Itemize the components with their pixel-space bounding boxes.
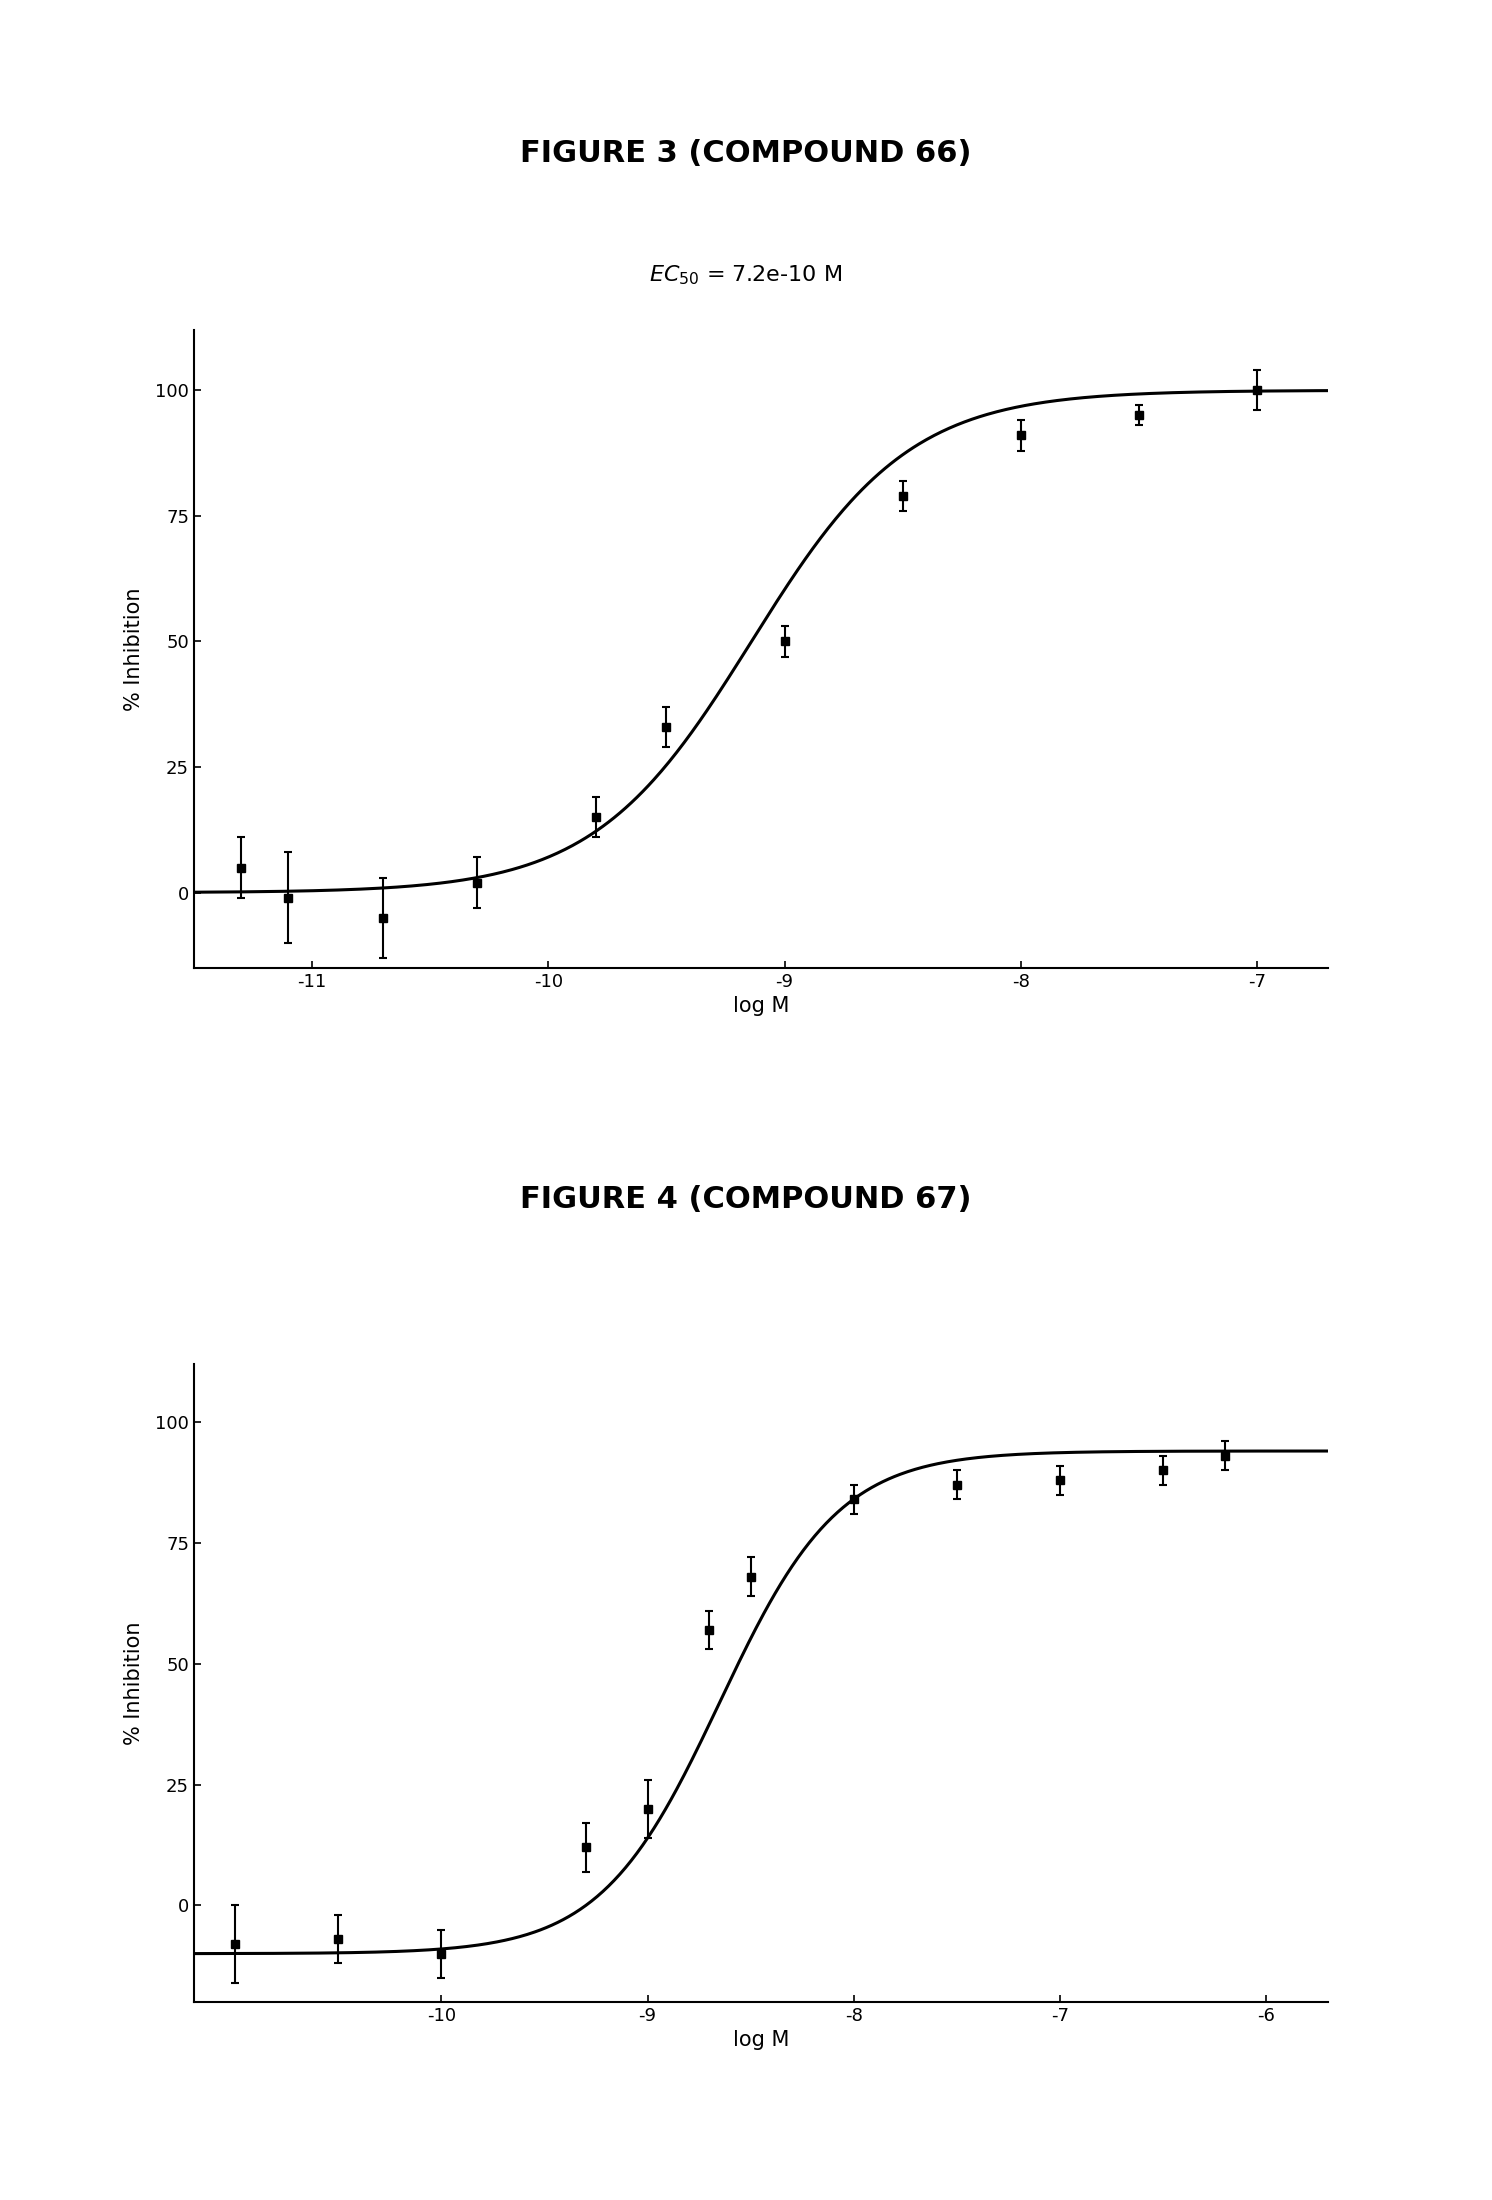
Y-axis label: % Inhibition: % Inhibition: [124, 587, 145, 711]
X-axis label: log M: log M: [733, 997, 789, 1016]
Text: $EC_{50}$ = 7.2e-10 M: $EC_{50}$ = 7.2e-10 M: [649, 264, 843, 286]
X-axis label: log M: log M: [733, 2031, 789, 2050]
Text: FIGURE 3 (COMPOUND 66): FIGURE 3 (COMPOUND 66): [521, 139, 971, 169]
Text: FIGURE 4 (COMPOUND 67): FIGURE 4 (COMPOUND 67): [521, 1184, 971, 1214]
Y-axis label: % Inhibition: % Inhibition: [124, 1621, 145, 1745]
